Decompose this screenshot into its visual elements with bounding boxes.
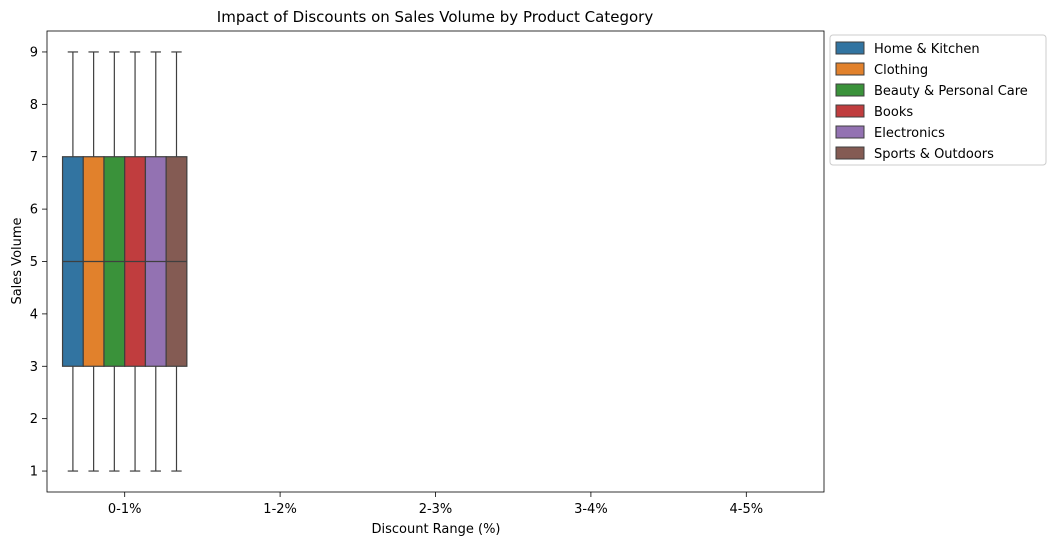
- x-tick-label: 2-3%: [419, 502, 453, 517]
- legend-swatch: [835, 41, 865, 55]
- legend: Home & Kitchen Clothing Beauty & Personal …: [829, 34, 1047, 166]
- x-axis-ticks: 0-1% 1-2% 2-3% 3-4% 4-5%: [108, 492, 763, 517]
- legend-label: Electronics: [874, 126, 945, 141]
- legend-item: Clothing: [835, 62, 928, 78]
- legend-item: Beauty & Personal Care: [835, 83, 1028, 99]
- box-clothing: [82, 51, 105, 472]
- box-beauty-personal-care: [103, 51, 126, 472]
- y-tick-label: 5: [30, 255, 38, 270]
- legend-label: Sports & Outdoors: [874, 147, 994, 162]
- box-books: [124, 51, 147, 472]
- legend-swatch: [835, 83, 865, 97]
- y-tick-label: 7: [30, 150, 38, 165]
- legend-swatch: [835, 146, 865, 160]
- chart-title: Impact of Discounts on Sales Volume by P…: [217, 8, 654, 26]
- plot-area: [61, 51, 188, 472]
- legend-frame: [829, 34, 1047, 166]
- x-tick-label: 3-4%: [574, 502, 608, 517]
- legend-item: Home & Kitchen: [835, 41, 980, 57]
- y-tick-label: 3: [30, 360, 38, 375]
- y-tick-label: 4: [30, 307, 38, 322]
- box-home-kitchen: [61, 51, 84, 472]
- legend-label: Books: [874, 105, 913, 120]
- box-electronics: [144, 51, 167, 472]
- x-axis-label: Discount Range (%): [371, 522, 500, 537]
- y-tick-label: 6: [30, 203, 38, 218]
- y-axis-ticks: 1 2 3 4 5 6 7 8 9: [30, 45, 47, 480]
- legend-swatch: [835, 62, 865, 76]
- x-tick-label: 1-2%: [263, 502, 297, 517]
- y-tick-label: 2: [30, 412, 38, 427]
- y-tick-label: 1: [30, 465, 38, 480]
- box-sports-outdoors: [165, 51, 188, 472]
- legend-item: Books: [835, 104, 913, 120]
- legend-label: Beauty & Personal Care: [874, 84, 1028, 99]
- legend-item: Electronics: [835, 125, 945, 141]
- legend-swatch: [835, 104, 865, 118]
- legend-swatch: [835, 125, 865, 139]
- legend-label: Clothing: [874, 63, 928, 78]
- y-tick-label: 9: [30, 45, 38, 60]
- x-tick-label: 4-5%: [730, 502, 764, 517]
- x-tick-label: 0-1%: [108, 502, 142, 517]
- legend-item: Sports & Outdoors: [835, 146, 994, 162]
- legend-label: Home & Kitchen: [874, 42, 980, 57]
- y-axis-label: Sales Volume: [10, 217, 25, 304]
- y-tick-label: 8: [30, 98, 38, 113]
